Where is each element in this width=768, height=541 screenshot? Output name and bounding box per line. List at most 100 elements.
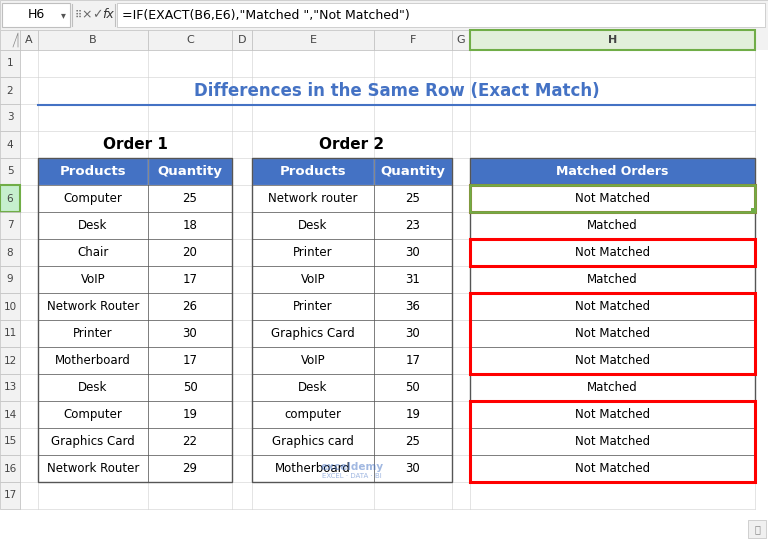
Text: 6: 6 — [7, 194, 13, 203]
Bar — [470, 185, 755, 212]
Bar — [0, 158, 20, 185]
Text: Order 1: Order 1 — [103, 137, 167, 152]
Bar — [470, 158, 755, 185]
Text: 31: 31 — [406, 273, 420, 286]
Text: Desk: Desk — [298, 219, 328, 232]
Bar — [0, 266, 20, 293]
Bar — [148, 158, 232, 185]
Text: 19: 19 — [183, 408, 197, 421]
Text: Chair: Chair — [78, 246, 109, 259]
Bar — [374, 158, 452, 185]
Text: 30: 30 — [406, 246, 420, 259]
Text: Matched: Matched — [587, 273, 638, 286]
Text: =IF(EXACT(B6,E6),"Matched ","Not Matched"): =IF(EXACT(B6,E6),"Matched ","Not Matched… — [122, 9, 410, 22]
Bar — [0, 428, 20, 455]
Text: Desk: Desk — [78, 381, 108, 394]
Text: VoIP: VoIP — [301, 273, 326, 286]
Bar — [0, 131, 20, 158]
Bar — [0, 30, 20, 50]
Text: 9: 9 — [7, 274, 13, 285]
Text: ×: × — [81, 9, 92, 22]
Text: Graphics card: Graphics card — [272, 435, 354, 448]
Bar — [0, 212, 20, 239]
Text: Not Matched: Not Matched — [575, 192, 650, 205]
Bar — [38, 158, 232, 482]
Text: 50: 50 — [406, 381, 420, 394]
Text: Graphics Card: Graphics Card — [271, 327, 355, 340]
Text: Products: Products — [60, 165, 126, 178]
Bar — [0, 77, 20, 104]
Text: A: A — [25, 35, 33, 45]
Bar — [374, 30, 452, 50]
Bar — [0, 320, 20, 347]
Text: Quantity: Quantity — [381, 165, 445, 178]
Text: Order 2: Order 2 — [319, 137, 385, 152]
Text: F: F — [410, 35, 416, 45]
Text: 2: 2 — [7, 85, 13, 96]
Bar — [0, 50, 20, 77]
Text: 1: 1 — [7, 58, 13, 69]
Text: 7: 7 — [7, 221, 13, 230]
Text: exceldemy: exceldemy — [320, 462, 383, 472]
Text: Not Matched: Not Matched — [575, 327, 650, 340]
Bar — [117, 3, 765, 27]
Bar — [20, 30, 38, 50]
Text: Printer: Printer — [73, 327, 113, 340]
Text: 10: 10 — [3, 301, 17, 312]
Bar — [0, 239, 20, 266]
Text: Motherboard: Motherboard — [275, 462, 351, 475]
Bar — [0, 30, 768, 50]
Bar — [148, 30, 232, 50]
Text: EXCEL · DATA · BI: EXCEL · DATA · BI — [322, 473, 382, 479]
Text: 19: 19 — [406, 408, 421, 421]
Bar — [0, 401, 20, 428]
Text: E: E — [310, 35, 316, 45]
Text: ⧉: ⧉ — [754, 524, 760, 534]
Text: Desk: Desk — [78, 219, 108, 232]
Bar — [20, 50, 755, 509]
Text: B: B — [89, 35, 97, 45]
Text: computer: computer — [284, 408, 342, 421]
Bar — [470, 30, 755, 50]
Text: 26: 26 — [183, 300, 197, 313]
Text: Not Matched: Not Matched — [575, 246, 650, 259]
Text: 17: 17 — [3, 491, 17, 500]
Text: 20: 20 — [183, 246, 197, 259]
Bar — [0, 104, 20, 131]
Text: Not Matched: Not Matched — [575, 462, 650, 475]
Bar — [252, 30, 374, 50]
Text: ▾: ▾ — [61, 10, 65, 20]
Text: 14: 14 — [3, 410, 17, 419]
Bar — [0, 293, 20, 320]
Text: Matched: Matched — [587, 381, 638, 394]
Bar — [0, 185, 20, 212]
Text: 17: 17 — [183, 354, 197, 367]
Bar — [0, 0, 768, 30]
Text: Not Matched: Not Matched — [575, 300, 650, 313]
Text: Computer: Computer — [64, 408, 122, 421]
Text: Motherboard: Motherboard — [55, 354, 131, 367]
Text: Not Matched: Not Matched — [575, 408, 650, 421]
Text: 23: 23 — [406, 219, 420, 232]
Text: ✓: ✓ — [91, 9, 102, 22]
Text: Products: Products — [280, 165, 346, 178]
Bar — [252, 158, 452, 482]
Text: Desk: Desk — [298, 381, 328, 394]
Bar — [751, 208, 756, 213]
Text: 15: 15 — [3, 437, 17, 446]
Text: 16: 16 — [3, 464, 17, 473]
Text: 30: 30 — [183, 327, 197, 340]
Text: 12: 12 — [3, 355, 17, 366]
Text: 8: 8 — [7, 247, 13, 258]
Text: Graphics Card: Graphics Card — [51, 435, 135, 448]
Text: Printer: Printer — [293, 246, 333, 259]
Bar — [0, 482, 20, 509]
Text: G: G — [457, 35, 465, 45]
Bar — [252, 158, 374, 185]
Text: Not Matched: Not Matched — [575, 435, 650, 448]
Text: VoIP: VoIP — [81, 273, 105, 286]
Text: H: H — [608, 35, 617, 45]
Bar — [0, 347, 20, 374]
Text: 4: 4 — [7, 140, 13, 149]
Text: 50: 50 — [183, 381, 197, 394]
